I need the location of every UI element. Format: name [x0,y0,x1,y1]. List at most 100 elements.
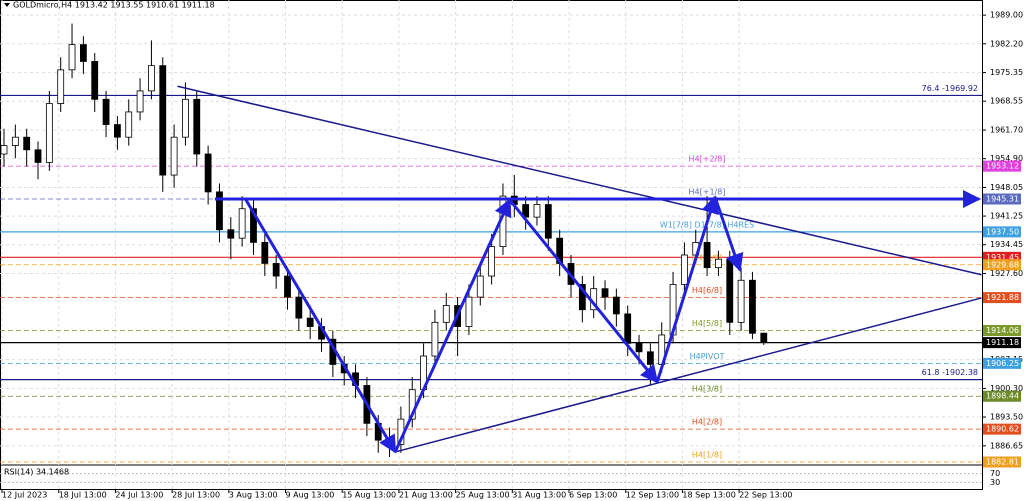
candle-body [578,284,586,311]
price-box [983,390,1021,402]
price-box-label: 1945.31 [986,195,1019,204]
candle-body [125,111,133,138]
level-text: H4[1/8] [692,451,722,460]
price-box [983,259,1021,271]
candle-body [476,275,484,298]
rsi-tick-label: 30 [990,478,1000,487]
price-box [983,226,1021,238]
candle-body [238,208,246,239]
price-box [983,357,1021,369]
y-tick-label: 1934.45 [990,240,1023,249]
price-box [983,456,1021,468]
zigzag-segment [508,198,659,384]
y-tick-label: 1982.20 [990,39,1023,48]
candle-body [45,103,53,163]
price-box-label: 1898.44 [986,392,1019,401]
y-tick-label: 1989.00 [990,11,1023,20]
y-tick-label: 1961.70 [990,126,1023,135]
y-tick-label: 1948.05 [990,183,1023,192]
level-text: 76.4 -1969.92 [922,84,978,93]
candle-body [102,98,110,125]
candle-body [91,61,99,100]
price-box-label: 1953.12 [986,162,1019,171]
x-tick-label: 3 Aug 13:00 [229,491,278,500]
level-text: H4[6/8] [692,286,722,295]
candle-body [465,296,473,327]
candle-body [284,275,291,298]
level-text: H4[+1/8] [689,188,726,197]
y-tick-label: 1968.55 [990,97,1023,106]
candle-body [737,279,745,323]
candle-body [227,229,235,239]
candle-body [295,296,303,319]
y-tick-label: 1941.25 [990,212,1023,221]
candle-body [261,241,269,264]
candle-body [170,136,178,176]
zigzag-segment [243,197,397,454]
price-box-label: 1914.06 [986,326,1019,335]
candle-body [114,124,121,138]
x-tick-label: 24 Jul 13:00 [115,491,163,500]
candle-body [715,258,722,269]
zigzag-segment [655,195,719,383]
level-text: 61.8 -1902.38 [922,368,978,377]
price-box [983,251,1021,263]
candle-body [11,136,19,147]
candle-body [34,149,42,163]
candle-body [533,204,541,218]
price-box-label: 1882.81 [986,458,1019,467]
candle-body [272,263,280,277]
y-tick-label: 1975.35 [990,68,1023,77]
candle-body [442,305,450,323]
price-box [983,337,1021,349]
candle-body [57,69,65,104]
candle-body [681,254,688,285]
price-box-label: 1937.50 [986,227,1019,236]
zigzag-segment [393,198,512,453]
candle-body [488,246,496,277]
y-tick-label: 1900.30 [990,384,1023,393]
menu-icon[interactable] [4,3,10,7]
candle-body [703,241,711,269]
candle-body [159,65,167,176]
candle-body [79,44,87,62]
price-box-label: 1921.88 [986,293,1019,302]
price-box-label: 1890.62 [986,425,1019,434]
chart-title: GOLDmicro,H4 1913.42 1913.55 1910.61 191… [13,1,215,10]
candle-body [68,44,76,71]
level-text: H4PIVOT [690,352,725,361]
x-tick-label: 15 Aug 13:00 [342,491,396,500]
x-tick-label: 31 Aug 13:00 [512,491,566,500]
candle-body [726,258,734,323]
level-text: H4[5/8] [692,319,722,328]
x-tick-label: 22 Sep 13:00 [739,491,792,500]
trendline [395,297,982,453]
candle-body [23,136,31,151]
candle-body [216,191,223,231]
x-tick-label: 6 Sep 13:00 [569,491,617,500]
candle-body [148,65,155,92]
candle-body [635,342,643,353]
price-box-label: 1911.18 [986,338,1019,347]
candle-body [749,279,756,334]
x-tick-label: 18 Sep 13:00 [682,491,735,500]
candle-body [612,296,620,315]
candle-body [0,145,8,155]
y-tick-label: 1893.50 [990,413,1023,422]
level-text: H4[+2/8] [689,155,726,164]
candle-body [624,313,632,344]
y-tick-label: 1886.65 [990,441,1023,450]
price-box [983,160,1021,172]
candle-body [306,317,314,327]
rsi-title: RSI(14) 34.1468 [4,468,69,477]
price-box-label: 1906.25 [986,359,1019,368]
x-tick-label: 21 Aug 13:00 [399,491,453,500]
candle-body [431,321,439,357]
candle-body [136,90,144,113]
candle-body [182,98,189,138]
zigzag-segment [713,196,744,272]
rsi-tick-label: 70 [990,469,1000,478]
candle-body [204,153,212,193]
candle-body [601,288,609,298]
